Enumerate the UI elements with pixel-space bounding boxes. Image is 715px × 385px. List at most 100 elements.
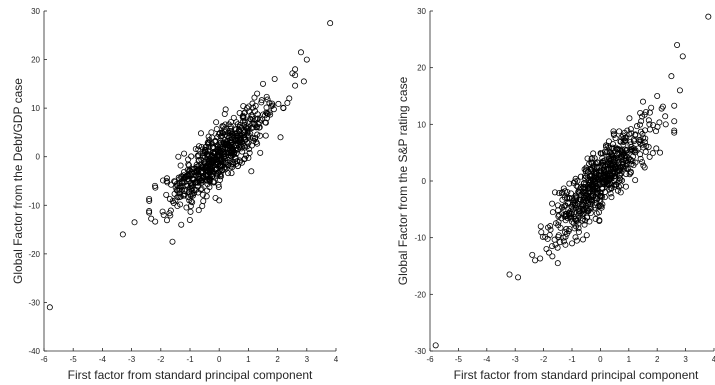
y-tick-label: 0 <box>422 177 427 186</box>
x-tick-label: 2 <box>655 355 660 364</box>
data-point <box>148 215 155 222</box>
y-tick-label: 30 <box>31 7 40 16</box>
x-tick-label: -4 <box>483 355 491 364</box>
data-point <box>220 123 227 130</box>
y-tick-label: 10 <box>417 120 426 129</box>
data-point <box>225 129 232 136</box>
data-point <box>199 173 206 180</box>
data-point <box>198 164 205 171</box>
data-point <box>537 223 544 230</box>
data-point <box>543 245 550 252</box>
data-point <box>636 121 643 128</box>
data-point <box>549 200 556 207</box>
data-point <box>204 167 211 174</box>
data-point <box>251 94 258 101</box>
y-tick-label: 0 <box>36 153 41 162</box>
data-point <box>203 172 210 179</box>
x-tick-label: -5 <box>70 355 78 364</box>
data-point <box>658 105 665 112</box>
data-point <box>174 194 181 201</box>
data-point <box>432 342 439 349</box>
data-point <box>244 125 251 132</box>
data-point <box>184 175 191 182</box>
data-point <box>554 244 561 251</box>
data-point <box>221 111 228 118</box>
data-point <box>226 127 233 134</box>
data-point <box>215 131 222 138</box>
data-point <box>579 236 586 243</box>
data-point <box>583 202 590 209</box>
data-point <box>146 195 153 202</box>
data-point <box>225 121 232 128</box>
data-point <box>146 209 153 216</box>
right-points <box>432 13 712 349</box>
data-point <box>562 217 569 224</box>
data-point <box>174 203 181 210</box>
y-tick-label: -10 <box>28 201 40 210</box>
y-tick-label: -30 <box>28 298 40 307</box>
data-point <box>671 127 678 134</box>
x-tick-label: 0 <box>598 355 603 364</box>
data-point <box>238 145 245 152</box>
data-point <box>289 70 296 77</box>
data-point <box>560 185 567 192</box>
data-point <box>119 231 126 238</box>
data-point <box>303 56 310 63</box>
data-point <box>573 182 580 189</box>
data-point <box>230 146 237 153</box>
data-point <box>623 161 630 168</box>
data-point <box>662 121 669 128</box>
data-point <box>581 221 588 228</box>
data-point <box>198 185 205 192</box>
data-point <box>244 133 251 140</box>
data-point <box>598 150 605 157</box>
data-point <box>185 161 192 168</box>
data-point <box>204 187 211 194</box>
data-point <box>592 215 599 222</box>
data-point <box>608 162 615 169</box>
data-point <box>565 228 572 235</box>
data-point <box>618 134 625 141</box>
data-point <box>626 115 633 122</box>
data-point <box>668 73 675 80</box>
data-point <box>578 211 585 218</box>
data-point <box>236 138 243 145</box>
x-tick-label: 1 <box>627 355 632 364</box>
data-point <box>250 124 257 131</box>
data-point <box>259 80 266 87</box>
data-point <box>671 102 678 109</box>
x-tick-label: -5 <box>455 355 463 364</box>
data-point <box>603 182 610 189</box>
data-point <box>237 121 244 128</box>
data-point <box>587 185 594 192</box>
data-point <box>632 177 639 184</box>
data-point <box>258 97 265 104</box>
data-point <box>582 192 589 199</box>
left-x-ticks: -6 -5 -4 -3 -2 -1 0 1 2 3 4 <box>40 348 339 364</box>
data-point <box>152 184 159 191</box>
data-point <box>615 146 622 153</box>
data-point <box>621 137 628 144</box>
data-point <box>216 157 223 164</box>
data-point <box>638 118 645 125</box>
data-point <box>575 205 582 212</box>
data-point <box>656 119 663 126</box>
data-point <box>676 87 683 94</box>
data-point <box>623 147 630 154</box>
data-point <box>562 228 569 235</box>
data-point <box>571 178 578 185</box>
data-point <box>568 195 575 202</box>
data-point <box>515 274 522 281</box>
data-point <box>146 197 153 204</box>
data-point <box>679 53 686 60</box>
data-point <box>160 211 167 218</box>
data-point <box>194 168 201 175</box>
data-point <box>603 171 610 178</box>
data-point <box>197 130 204 137</box>
data-point <box>632 132 639 139</box>
x-tick-label: -6 <box>40 355 48 364</box>
data-point <box>164 179 171 186</box>
y-tick-label: -30 <box>414 347 426 356</box>
data-point <box>555 233 562 240</box>
data-point <box>233 150 240 157</box>
